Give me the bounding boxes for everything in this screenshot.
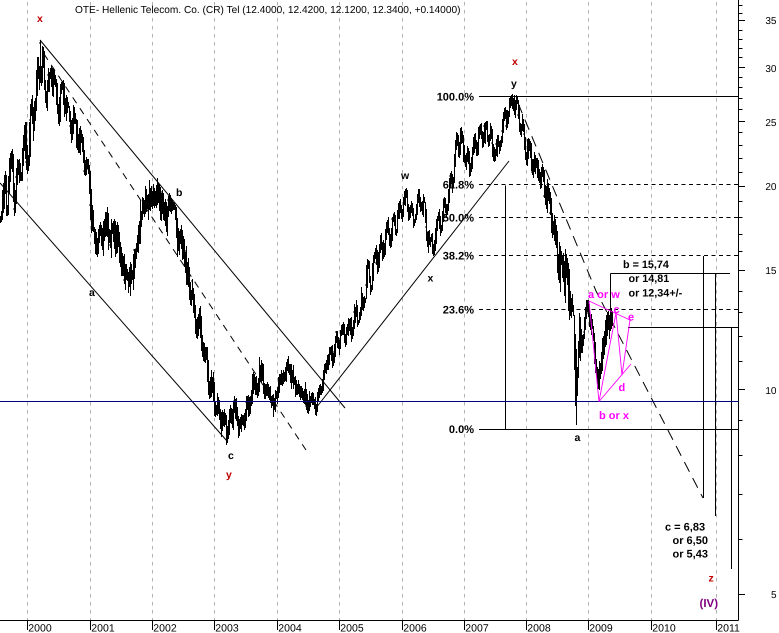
svg-text:d: d [619, 382, 626, 394]
svg-text:or 14,81: or 14,81 [629, 273, 670, 285]
svg-text:2002: 2002 [153, 623, 177, 633]
svg-text:e: e [628, 312, 634, 324]
svg-text:b or x: b or x [599, 410, 630, 422]
svg-text:b: b [176, 187, 182, 199]
svg-text:2009: 2009 [589, 623, 613, 633]
svg-text:y: y [511, 78, 517, 90]
svg-text:2004: 2004 [278, 623, 302, 633]
svg-text:30: 30 [765, 64, 777, 75]
svg-text:50.0%: 50.0% [443, 213, 474, 225]
svg-text:23.6%: 23.6% [443, 305, 474, 317]
svg-text:2005: 2005 [340, 623, 364, 633]
svg-text:(IV): (IV) [700, 598, 719, 610]
svg-text:15: 15 [765, 266, 777, 277]
svg-text:a: a [89, 287, 95, 299]
svg-text:or 12,34+/-: or 12,34+/- [629, 288, 683, 300]
svg-text:a: a [575, 432, 581, 444]
svg-text:61.8%: 61.8% [443, 180, 474, 192]
svg-text:2010: 2010 [652, 623, 676, 633]
svg-text:2006: 2006 [403, 623, 427, 633]
svg-text:OTE- Hellenic Telecom. Co. (CR: OTE- Hellenic Telecom. Co. (CR) Tel (12.… [75, 5, 460, 16]
svg-text:x: x [37, 13, 43, 25]
svg-text:2011: 2011 [717, 623, 740, 633]
svg-text:2001: 2001 [91, 623, 115, 633]
svg-text:c: c [228, 450, 234, 462]
svg-text:b = 15,74: b = 15,74 [623, 259, 669, 271]
svg-text:2007: 2007 [465, 623, 489, 633]
svg-text:25: 25 [765, 118, 777, 129]
svg-text:x: x [428, 273, 434, 285]
svg-text:2003: 2003 [215, 623, 239, 633]
svg-text:a or w: a or w [588, 289, 620, 301]
svg-text:x: x [512, 56, 518, 68]
svg-text:c = 6,83: c = 6,83 [665, 522, 705, 534]
svg-text:or 6,50: or 6,50 [673, 535, 708, 547]
svg-text:2008: 2008 [527, 623, 551, 633]
svg-text:or 5,43: or 5,43 [673, 549, 708, 561]
svg-text:c: c [614, 304, 620, 316]
svg-text:z: z [709, 573, 714, 585]
svg-text:38.2%: 38.2% [443, 251, 474, 263]
svg-text:35: 35 [765, 16, 777, 27]
svg-text:5: 5 [771, 590, 777, 601]
svg-text:y: y [226, 469, 232, 481]
svg-text:20: 20 [765, 182, 777, 193]
svg-text:100.0%: 100.0% [437, 92, 475, 104]
svg-text:w: w [400, 170, 410, 182]
svg-text:10: 10 [765, 386, 777, 397]
svg-text:2000: 2000 [28, 623, 52, 633]
svg-text:0.0%: 0.0% [449, 424, 474, 436]
